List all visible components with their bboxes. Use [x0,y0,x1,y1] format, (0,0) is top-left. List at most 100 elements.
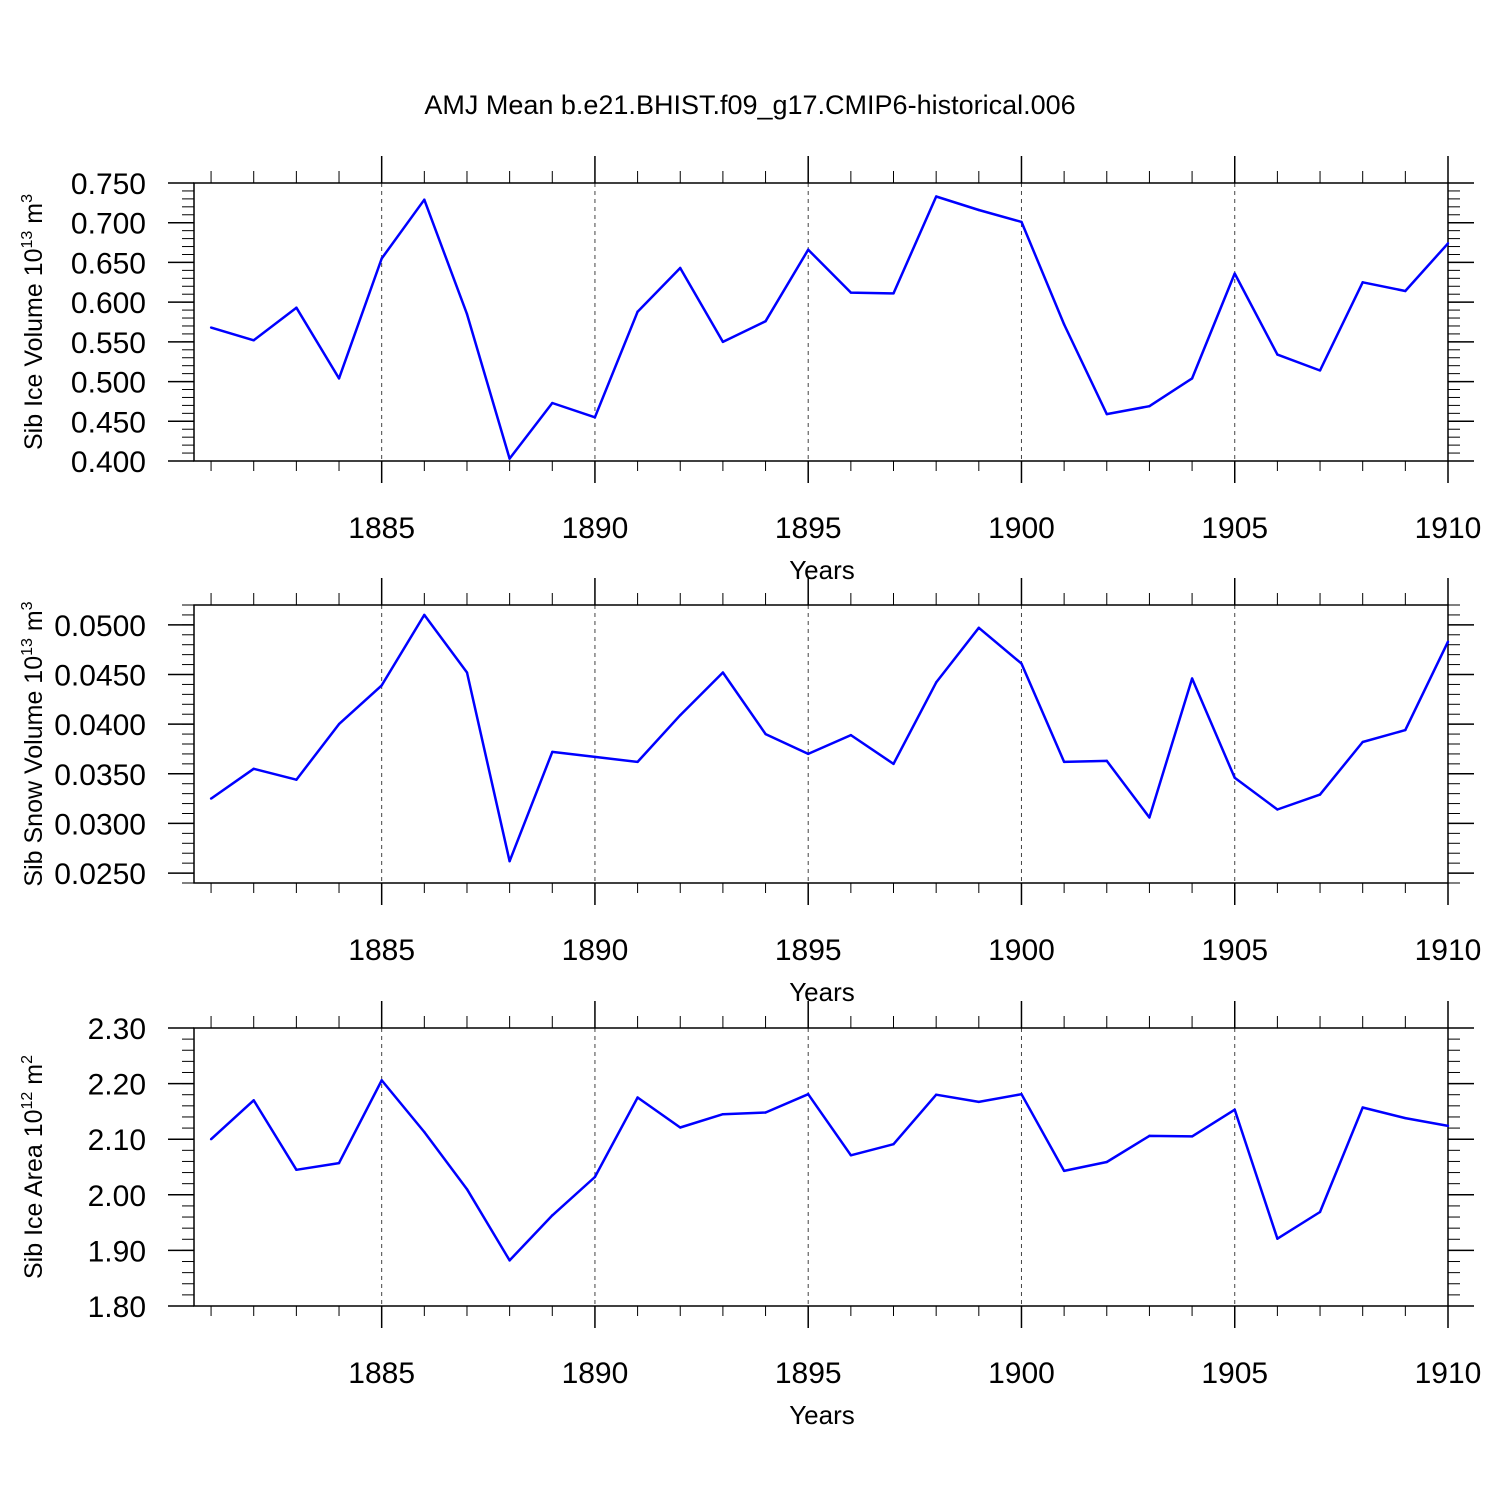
panel-snow-volume: 1885 1890 1895 1900 1905 1910 0.0250 0.0300 0.03… [19,578,1481,1007]
data-point [593,1175,597,1179]
x-tick-label: 1910 [1415,1357,1482,1390]
data-point [1190,377,1194,380]
y-tick-label: 0.0500 [54,610,146,643]
data-point [380,684,383,687]
data-point [679,266,682,270]
y-axis-label: Sib Ice Volume 1013 m3 [19,194,48,450]
data-point [1105,1160,1108,1164]
series-line-ice-area [210,1079,1449,1262]
x-axis-label: Years [789,1400,855,1430]
data-point [1233,272,1236,275]
y-axis-label-unit: m [20,203,48,231]
data-point [593,755,597,759]
panel-ice-volume: 1885 1890 1895 1900 1905 1910 0.400 0.450 0.500 0… [19,156,1481,585]
data-point [423,1130,426,1134]
y-axis-label-unit-exponent: 2 [19,1055,36,1064]
series-line-ice-volume [210,195,1449,460]
plot-frame [193,1027,1449,1307]
y-tick-label: 0.650 [71,247,146,280]
data-point [636,1096,639,1099]
data-point [1148,404,1151,408]
data-point [977,1100,981,1104]
data-point [1105,759,1108,763]
series-line-snow-volume [210,613,1450,863]
y-tick-label: 0.400 [71,446,146,479]
y-tick-label: 1.80 [88,1291,146,1324]
y-axis-label-exponent: 13 [19,231,36,249]
y-axis-label-text: Sib Ice Area 10 [20,1109,48,1279]
data-point [252,1099,255,1102]
x-tick-label: 1890 [562,1357,629,1390]
x-tick-label: 1900 [988,934,1055,967]
x-tick-label: 1885 [348,512,415,545]
y-axis-label: Sib Ice Area 1012 m2 [19,1055,48,1279]
x-tick-label: 1895 [775,1357,842,1390]
data-point [721,1112,725,1116]
y-axis-label-unit: m [20,1064,48,1092]
data-point [209,1138,213,1141]
x-tick-label: 1890 [562,512,629,545]
data-point [721,340,725,344]
data-point [892,762,895,766]
data-point [1404,728,1407,732]
data-point [636,310,639,313]
data-point [465,1188,469,1191]
data-point [977,626,981,630]
data-point [849,291,853,294]
y-tick-label: 0.0450 [54,660,146,693]
data-point [1276,808,1279,811]
data-point [1020,1092,1023,1096]
data-point [380,257,383,260]
y-tick-label: 0.500 [71,367,146,400]
x-tick-label: 1910 [1415,934,1482,967]
y-tick-label: 0.700 [71,208,146,241]
data-point [508,457,511,460]
y-tick-label: 0.0350 [54,759,146,792]
data-point [636,760,639,764]
y-tick-label: 0.0250 [54,858,146,891]
y-axis-label-exponent: 13 [19,638,36,656]
x-tick-label: 1905 [1201,934,1268,967]
data-point [295,1168,298,1171]
data-point [1276,353,1279,356]
data-point [764,320,767,323]
data-point [337,1161,341,1165]
data-point [721,671,725,674]
data-point [892,292,895,295]
data-point [337,722,341,726]
data-point [551,401,554,405]
data-point [1318,793,1322,796]
x-tick-label: 1905 [1201,1357,1268,1390]
data-point [1233,776,1236,779]
data-point [1148,816,1151,819]
data-point [423,198,426,201]
data-point [1020,662,1023,665]
x-tick-label: 1905 [1201,512,1268,545]
data-point [934,195,938,198]
data-point [1446,242,1450,245]
data-point [849,1154,853,1157]
data-point [252,767,255,771]
y-tick-label: 0.450 [71,406,146,439]
data-point [1190,1135,1194,1138]
data-point [1062,1169,1066,1173]
x-tick-label: 1890 [562,934,629,967]
data-point [380,1079,383,1082]
y-axis-label: Sib Snow Volume 1013 m3 [19,601,48,886]
y-tick-label: 0.750 [71,168,146,201]
data-point [764,732,767,736]
data-point [807,1092,810,1096]
x-tick-label: 1900 [988,1357,1055,1390]
y-axis-label-text: Sib Ice Volume 10 [20,248,48,450]
x-tick-label: 1910 [1415,512,1482,545]
data-point [508,1259,511,1262]
chart-title: AMJ Mean b.e21.BHIST.f09_g17.CMIP6-histo… [424,90,1076,120]
x-tick-label: 1900 [988,512,1055,545]
data-point [593,416,597,419]
data-point [1361,740,1364,744]
data-point [934,1093,938,1096]
data-point [679,714,682,717]
x-tick-label: 1895 [775,934,842,967]
data-point [551,1214,554,1217]
